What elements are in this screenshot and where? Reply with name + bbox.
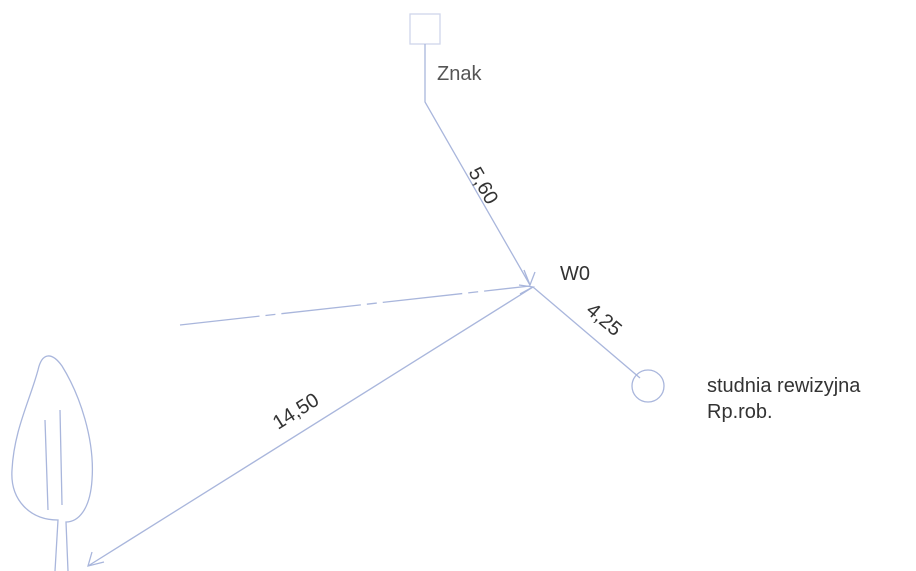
- edge-line: [87, 286, 534, 567]
- node-label: studnia rewizyjna: [707, 375, 861, 397]
- node-label: W0: [560, 263, 590, 285]
- edge-line: [424, 44, 531, 286]
- arrow-head: [518, 284, 536, 295]
- node-sublabel: Rp.rob.: [707, 401, 773, 423]
- manhole-symbol: [631, 369, 665, 403]
- tree-symbol: [11, 355, 94, 571]
- arrow-head: [87, 551, 105, 567]
- arrow-head: [523, 269, 536, 287]
- edge-label: 14,50: [269, 389, 323, 434]
- tree-detail: [44, 409, 63, 511]
- sign-symbol: [409, 13, 441, 45]
- edge-label: 5,60: [464, 164, 503, 209]
- edge-line: [532, 286, 641, 379]
- node-label: Znak: [437, 63, 482, 85]
- dashed-line: [179, 285, 531, 326]
